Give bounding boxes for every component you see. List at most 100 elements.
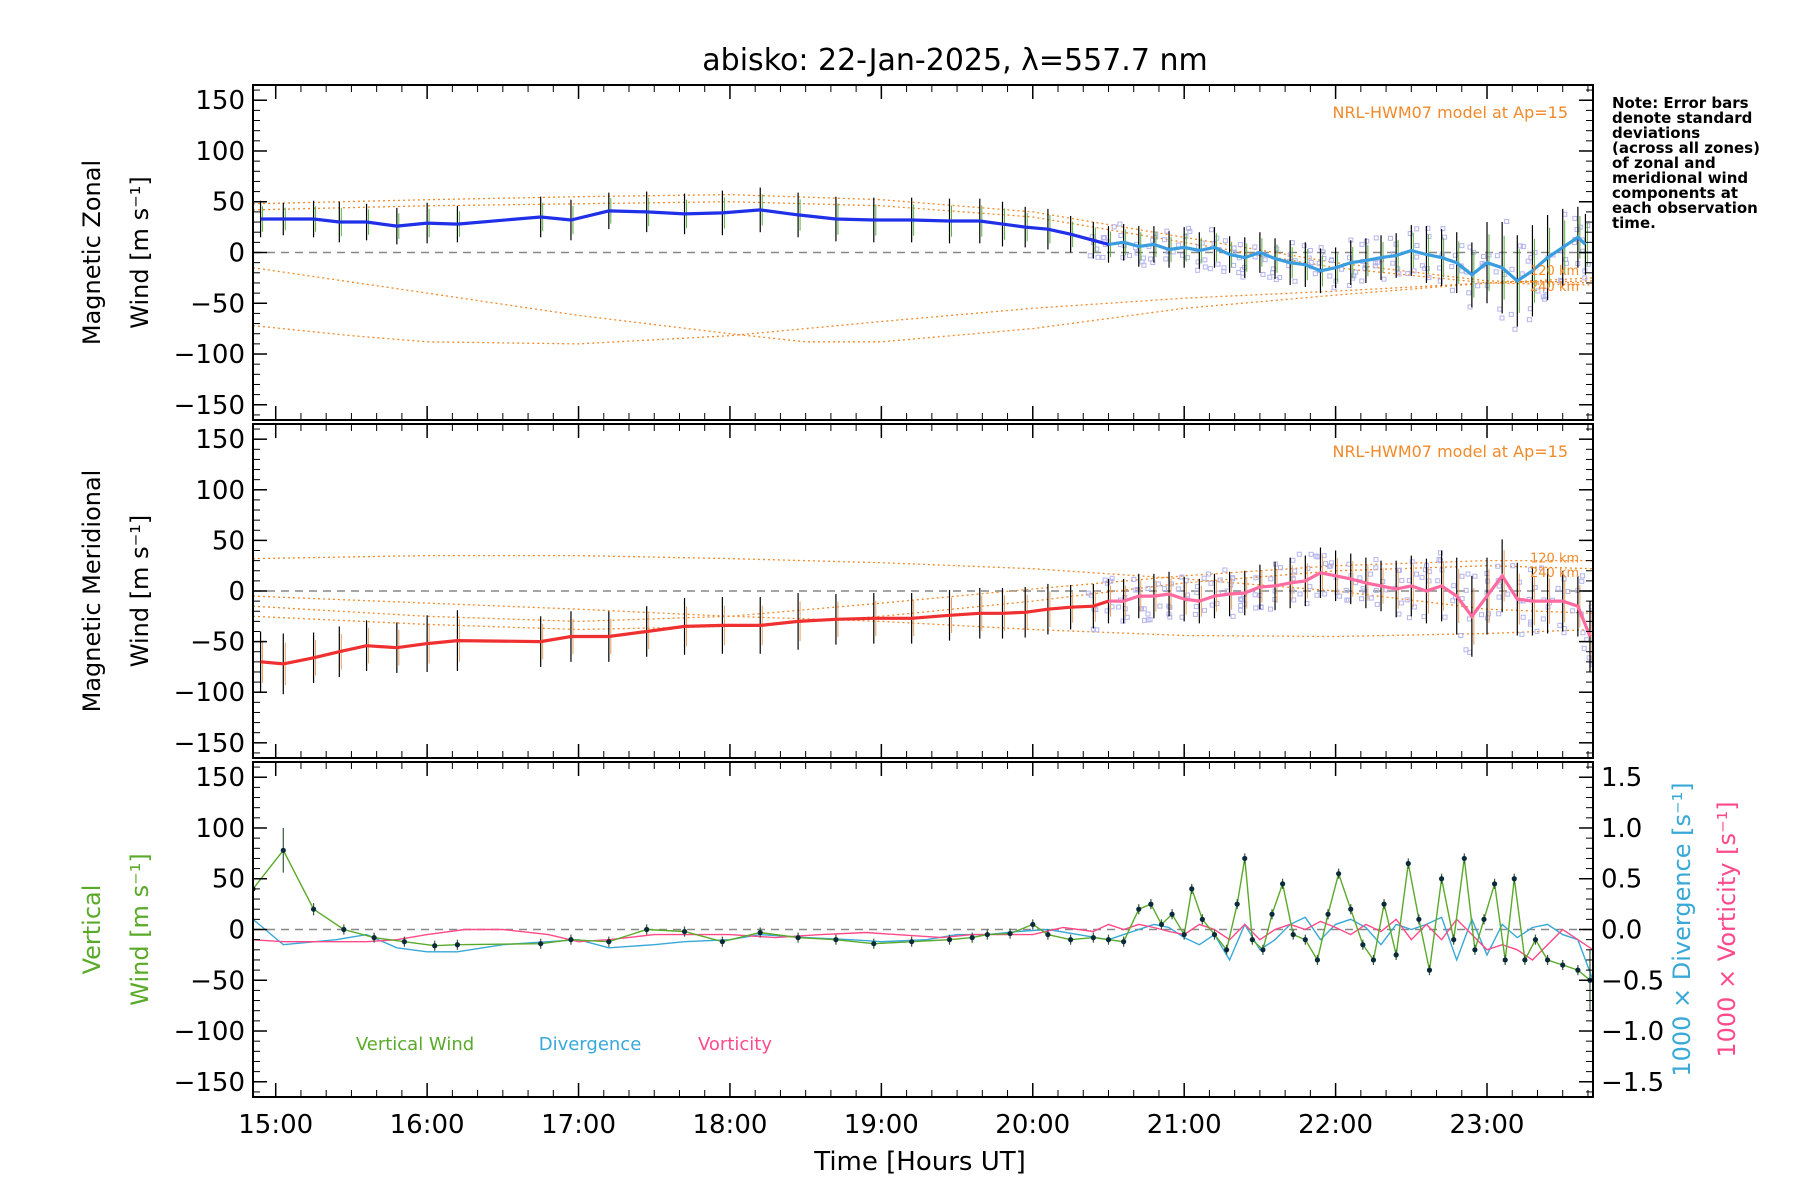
zone-sample-point [1517, 243, 1523, 249]
zone-sample-point [1368, 595, 1374, 601]
zone-sample-point [1561, 576, 1567, 582]
zone-sample-point [1201, 607, 1207, 613]
zone-sample-point [1532, 585, 1538, 591]
vertical-wind-point [1405, 860, 1411, 867]
zone-sample-point [1184, 255, 1190, 261]
zone-sample-point [1145, 617, 1151, 623]
zone-sample-point [1540, 294, 1546, 300]
zone-sample-point [1426, 233, 1432, 239]
vorticity-axis-label: 1000 × Vorticity [s⁻¹] [1713, 801, 1741, 1057]
model-altitude-label: 240 km [1530, 566, 1579, 581]
y-tick-label: 150 [195, 86, 245, 116]
zone-sample-point [1364, 238, 1370, 244]
zone-sample-point [1193, 604, 1199, 610]
vertical-wind-point [1007, 930, 1013, 937]
zone-sample-point [1291, 597, 1297, 603]
zone-sample-point [1141, 262, 1147, 268]
zone-sample-point [1390, 260, 1396, 266]
vertical-wind-point [1575, 967, 1581, 973]
zone-sample-point [1362, 265, 1368, 271]
chart-title: abisko: 22-Jan-2025, λ=557.7 nm [702, 43, 1207, 78]
zone-sample-point [1555, 585, 1561, 591]
zone-sample-point [1440, 226, 1446, 232]
y-axis-label: Wind [m s⁻¹] [126, 515, 154, 667]
vertical-wind-point [1502, 957, 1508, 963]
model-curve [253, 277, 1593, 345]
zone-sample-point [1466, 616, 1472, 622]
y-tick-label: 100 [195, 137, 245, 167]
zone-sample-point [1323, 561, 1329, 567]
zone-sample-point [1238, 607, 1244, 613]
vertical-wind-point [833, 937, 839, 943]
y-tick-label: 150 [195, 763, 245, 793]
zone-sample-point [1499, 315, 1505, 321]
zone-sample-point [1221, 268, 1227, 274]
zone-sample-point [1167, 614, 1173, 620]
zone-sample-point [1508, 311, 1514, 317]
zone-sample-point [1292, 278, 1298, 284]
note-line: Note: Error bars [1612, 94, 1749, 112]
vertical-wind-point [1481, 916, 1487, 922]
vertical-wind-point [1260, 947, 1266, 953]
vertical-wind-point [909, 939, 915, 945]
y-tick-label: −50 [190, 628, 245, 658]
y-tick-label: 0 [228, 916, 245, 946]
y-axis-label: Vertical [78, 885, 106, 975]
zone-sample-point [1586, 655, 1592, 661]
vertical-wind-point [1360, 942, 1366, 948]
vertical-wind-point [1136, 906, 1142, 912]
y-tick-label: 0 [228, 239, 245, 269]
model-curve [253, 595, 1593, 638]
y2-tick-label: 1.0 [1601, 814, 1642, 844]
zone-sample-point [1135, 587, 1141, 593]
zone-sample-point [1481, 253, 1487, 259]
legend-entry: Vertical Wind [356, 1034, 474, 1055]
zone-sample-point [1463, 647, 1469, 653]
zone-sample-point [1314, 592, 1320, 598]
vertical-wind-point [1158, 921, 1165, 928]
zone-sample-point [1209, 602, 1215, 608]
vertical-wind-point [1290, 931, 1296, 938]
zone-sample-point [1307, 584, 1313, 590]
zone-sample-point [1179, 614, 1185, 620]
y2-tick-label: 0.5 [1601, 865, 1642, 895]
vertical-wind-point [1223, 947, 1230, 953]
zone-sample-point [1362, 588, 1368, 594]
zone-sample-point [1535, 288, 1541, 294]
zone-sample-point [1268, 576, 1274, 582]
plot-area [253, 827, 1593, 1011]
zone-sample-point [1525, 258, 1531, 264]
zone-sample-point [1590, 662, 1593, 668]
zone-sample-point [1124, 614, 1130, 620]
vertical-wind-point [946, 937, 953, 943]
zone-sample-point [1475, 283, 1481, 289]
zone-sample-point [1157, 603, 1163, 609]
zone-sample-point [1435, 578, 1441, 584]
zone-sample-point [1520, 614, 1526, 620]
y-tick-label: −150 [174, 1068, 245, 1098]
zone-sample-point [1231, 245, 1237, 251]
vertical-wind-point [1416, 916, 1422, 922]
vertical-wind-point [795, 935, 801, 941]
note-line: of zonal and [1612, 154, 1716, 172]
vertical-wind-point [1511, 876, 1517, 882]
y-tick-label: −100 [174, 678, 245, 708]
zone-sample-point [1205, 571, 1211, 577]
vertical-wind-point [1348, 906, 1354, 912]
zone-sample-point [1540, 616, 1546, 622]
zone-sample-point [1320, 249, 1326, 255]
zone-sample-point [1127, 253, 1133, 259]
zone-sample-point [1195, 267, 1201, 273]
vertical-wind-point [1105, 937, 1112, 943]
x-tick-label: 22:00 [1298, 1110, 1373, 1140]
wind-series-line [260, 599, 1110, 666]
zone-sample-point [1450, 598, 1456, 604]
zone-sample-point [1327, 563, 1333, 569]
zone-sample-point [1308, 551, 1314, 557]
zone-sample-point [1201, 575, 1207, 581]
y-tick-label: −50 [190, 966, 245, 996]
y-tick-label: −50 [190, 289, 245, 319]
vertical-wind-point [871, 941, 877, 947]
zone-sample-point [1297, 591, 1303, 597]
